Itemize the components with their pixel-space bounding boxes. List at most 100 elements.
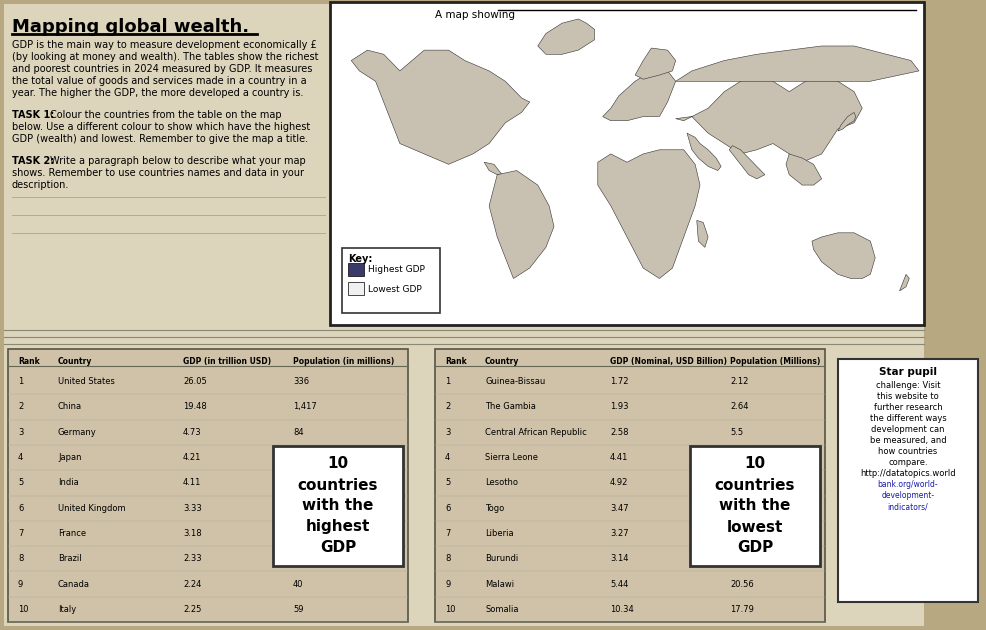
Text: 8.66: 8.66 bbox=[730, 503, 748, 513]
Text: Colour the countries from the table on the map: Colour the countries from the table on t… bbox=[50, 110, 281, 120]
Text: 9: 9 bbox=[445, 580, 450, 588]
Text: 4: 4 bbox=[445, 453, 450, 462]
Bar bbox=[8, 349, 407, 622]
Polygon shape bbox=[696, 220, 707, 248]
Text: 6: 6 bbox=[445, 503, 450, 513]
Text: United States: United States bbox=[58, 377, 114, 386]
Text: 8: 8 bbox=[445, 554, 450, 563]
Text: 6: 6 bbox=[18, 503, 24, 513]
Polygon shape bbox=[598, 150, 699, 278]
Text: 2.33: 2.33 bbox=[182, 554, 201, 563]
Text: China: China bbox=[58, 403, 82, 411]
Polygon shape bbox=[484, 163, 502, 175]
Text: 7: 7 bbox=[445, 529, 450, 538]
Text: 5.3: 5.3 bbox=[730, 529, 742, 538]
Polygon shape bbox=[675, 46, 918, 81]
Text: Mapping global wealth.: Mapping global wealth. bbox=[12, 18, 248, 36]
Text: shows. Remember to use countries names and data in your: shows. Remember to use countries names a… bbox=[12, 168, 304, 178]
Text: Population (Millions): Population (Millions) bbox=[730, 357, 819, 366]
Text: 1.72: 1.72 bbox=[609, 377, 628, 386]
Text: 3.47: 3.47 bbox=[609, 503, 628, 513]
Text: 2: 2 bbox=[18, 403, 24, 411]
Text: United Kingdom: United Kingdom bbox=[58, 503, 125, 513]
Text: 68: 68 bbox=[293, 529, 304, 538]
Text: 1: 1 bbox=[445, 377, 450, 386]
Text: 84: 84 bbox=[293, 428, 304, 437]
Bar bbox=[273, 446, 402, 566]
Text: 1.93: 1.93 bbox=[609, 403, 628, 411]
Text: 4: 4 bbox=[18, 453, 24, 462]
Text: 10
countries
with the
highest
GDP: 10 countries with the highest GDP bbox=[298, 457, 378, 556]
Text: France: France bbox=[58, 529, 86, 538]
Text: year. The higher the GDP, the more developed a country is.: year. The higher the GDP, the more devel… bbox=[12, 88, 303, 98]
Text: 13.24: 13.24 bbox=[730, 554, 753, 563]
Text: Somalia: Somalia bbox=[484, 605, 518, 614]
Text: 2.64: 2.64 bbox=[730, 403, 747, 411]
Bar bbox=[837, 359, 977, 602]
Text: GDP (in trillion USD): GDP (in trillion USD) bbox=[182, 357, 271, 366]
Text: 4.21: 4.21 bbox=[182, 453, 201, 462]
Bar bbox=[331, 18, 921, 323]
Text: 2.25: 2.25 bbox=[182, 605, 201, 614]
Text: how countries: how countries bbox=[878, 447, 937, 456]
Text: 20.56: 20.56 bbox=[730, 580, 753, 588]
Text: 124: 124 bbox=[293, 453, 309, 462]
Text: Country: Country bbox=[484, 357, 519, 366]
Text: Lowest GDP: Lowest GDP bbox=[368, 285, 421, 294]
Text: 336: 336 bbox=[293, 377, 309, 386]
Text: 216: 216 bbox=[293, 554, 309, 563]
Text: TASK 2:: TASK 2: bbox=[12, 156, 57, 166]
Bar bbox=[435, 349, 824, 622]
Text: challenge: Visit: challenge: Visit bbox=[875, 381, 940, 390]
Text: 1,432: 1,432 bbox=[293, 478, 317, 488]
Text: 1: 1 bbox=[18, 377, 24, 386]
Text: 2: 2 bbox=[445, 403, 450, 411]
Text: The Gambia: The Gambia bbox=[484, 403, 535, 411]
Text: 59: 59 bbox=[293, 605, 303, 614]
Polygon shape bbox=[634, 48, 675, 79]
Polygon shape bbox=[351, 50, 529, 164]
Text: TASK 1:: TASK 1: bbox=[12, 110, 57, 120]
Text: Liberia: Liberia bbox=[484, 529, 513, 538]
Bar bbox=[923, 4, 986, 626]
Text: Central African Republic: Central African Republic bbox=[484, 428, 586, 437]
Text: 3.33: 3.33 bbox=[182, 503, 201, 513]
Text: Country: Country bbox=[58, 357, 93, 366]
Text: 4.73: 4.73 bbox=[182, 428, 201, 437]
Text: 2.24: 2.24 bbox=[182, 580, 201, 588]
Text: GDP (Nominal, USD Billion): GDP (Nominal, USD Billion) bbox=[609, 357, 727, 366]
Text: Rank: Rank bbox=[445, 357, 466, 366]
Polygon shape bbox=[729, 146, 764, 179]
Bar bbox=[689, 446, 819, 566]
Text: 5.44: 5.44 bbox=[609, 580, 628, 588]
Text: India: India bbox=[58, 478, 79, 488]
Text: 26.05: 26.05 bbox=[182, 377, 206, 386]
Text: 2.12: 2.12 bbox=[730, 377, 747, 386]
Text: description.: description. bbox=[12, 180, 69, 190]
Text: Malawi: Malawi bbox=[484, 580, 514, 588]
Text: Key:: Key: bbox=[348, 254, 372, 264]
Text: 10.34: 10.34 bbox=[609, 605, 633, 614]
Text: Write a paragraph below to describe what your map: Write a paragraph below to describe what… bbox=[50, 156, 306, 166]
Text: Lesotho: Lesotho bbox=[484, 478, 518, 488]
Text: Japan: Japan bbox=[58, 453, 82, 462]
Text: 8: 8 bbox=[18, 554, 24, 563]
Text: 5: 5 bbox=[445, 478, 450, 488]
Text: Germany: Germany bbox=[58, 428, 97, 437]
Text: the total value of goods and services made in a country in a: the total value of goods and services ma… bbox=[12, 76, 307, 86]
Text: GDP (wealth) and lowest. Remember to give the map a title.: GDP (wealth) and lowest. Remember to giv… bbox=[12, 134, 308, 144]
Polygon shape bbox=[837, 112, 855, 131]
Polygon shape bbox=[898, 274, 908, 291]
Text: Guinea-Bissau: Guinea-Bissau bbox=[484, 377, 544, 386]
Text: this website to: this website to bbox=[877, 392, 938, 401]
Text: 3.18: 3.18 bbox=[182, 529, 201, 538]
Bar bbox=[348, 263, 364, 276]
Polygon shape bbox=[489, 171, 553, 278]
Text: 9: 9 bbox=[18, 580, 24, 588]
Text: development-: development- bbox=[880, 491, 934, 500]
Text: Sierra Leone: Sierra Leone bbox=[484, 453, 537, 462]
Text: bank.org/world-: bank.org/world- bbox=[877, 480, 938, 489]
Bar bbox=[348, 282, 364, 295]
Polygon shape bbox=[686, 133, 721, 171]
Text: be measured, and: be measured, and bbox=[869, 436, 946, 445]
